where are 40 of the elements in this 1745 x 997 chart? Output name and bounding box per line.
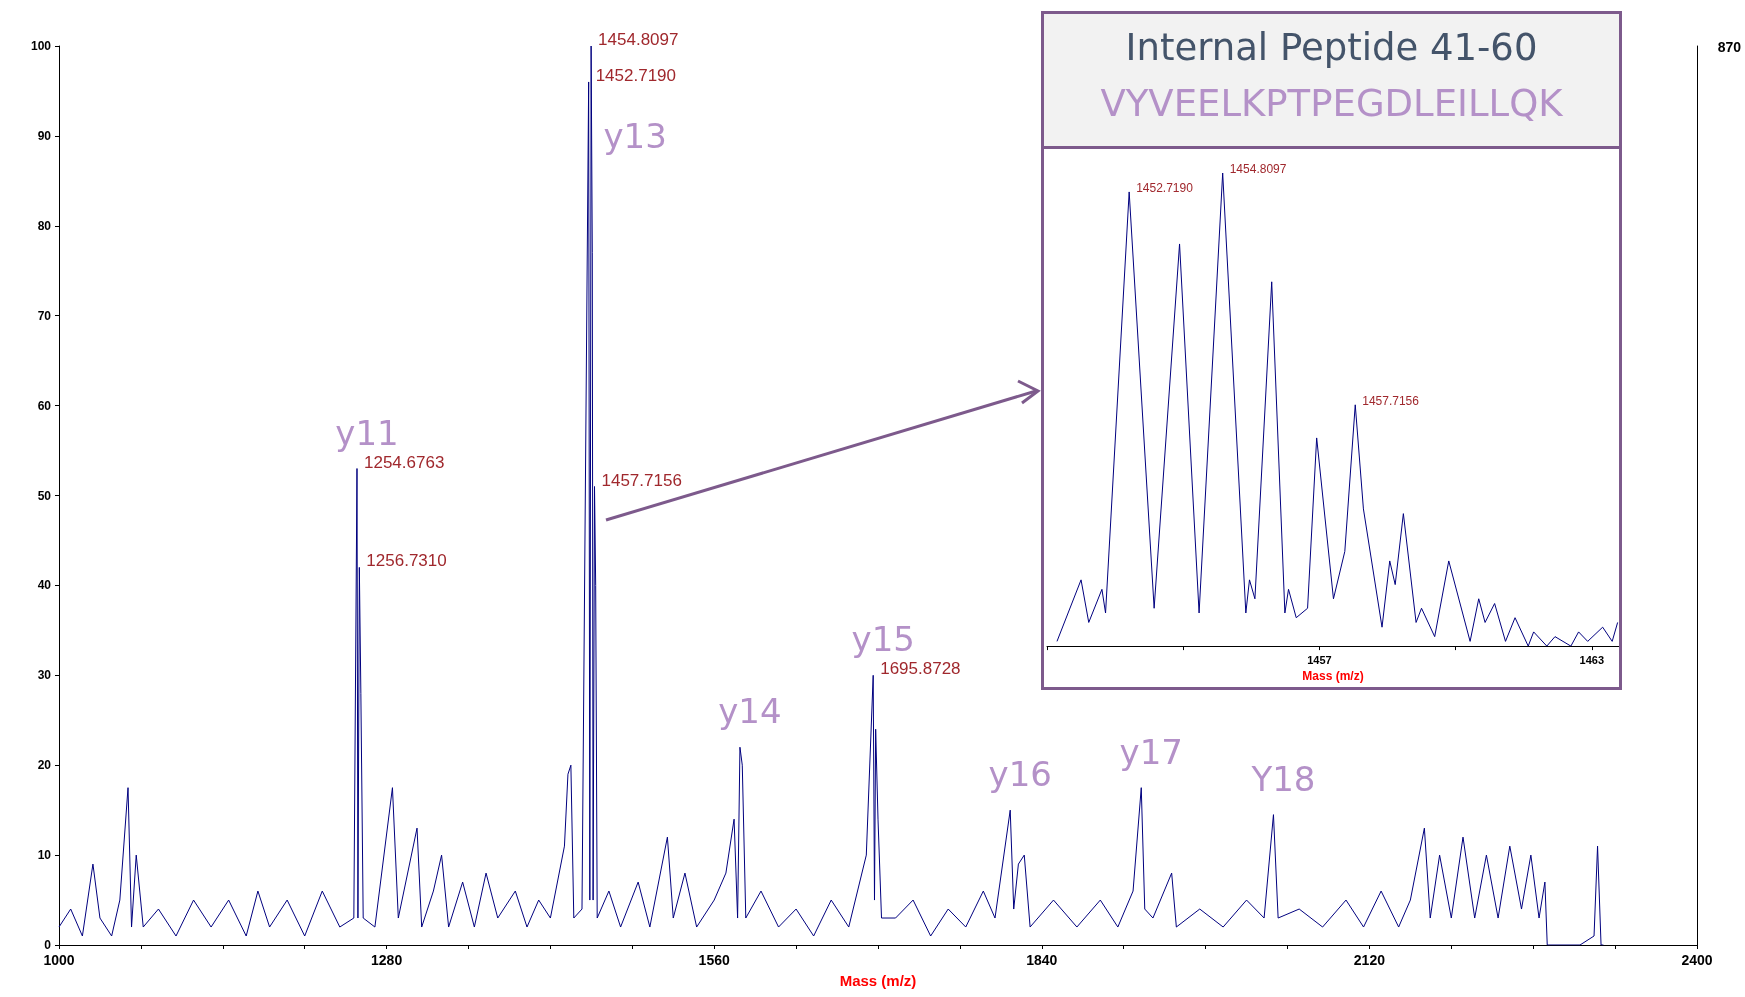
annotation: 1452.7190 bbox=[1136, 180, 1194, 195]
y-tick-label: 100 bbox=[30, 39, 52, 53]
y-tick-label: 20 bbox=[37, 758, 52, 773]
x-tick-label: 1560 bbox=[698, 952, 730, 968]
annotation: Y18 bbox=[1250, 758, 1316, 799]
x-axis-title: Mass (m/z) bbox=[839, 972, 917, 989]
annotation: 1457.7156 bbox=[601, 470, 682, 490]
x-tick-label: 1280 bbox=[371, 952, 403, 968]
annotation: 1256.7310 bbox=[366, 551, 447, 571]
y-tick-label: 0 bbox=[44, 938, 52, 952]
annotation: y13 bbox=[603, 116, 667, 156]
text: 870 bbox=[1717, 39, 1742, 55]
annotation: y17 bbox=[1119, 731, 1183, 772]
y-tick-label: 50 bbox=[37, 488, 52, 503]
y-tick-label: 40 bbox=[37, 578, 52, 593]
y-tick-label: 80 bbox=[37, 218, 52, 233]
annotation: y14 bbox=[718, 691, 782, 732]
x-tick-label: 1000 bbox=[43, 952, 75, 968]
x-tick-label: 1457 bbox=[1307, 653, 1332, 666]
y-tick-label: 60 bbox=[37, 398, 52, 413]
y-tick-label: 10 bbox=[37, 848, 52, 863]
y-tick-label: 90 bbox=[37, 128, 52, 143]
y-tick-label: 70 bbox=[37, 308, 52, 323]
x-tick-label: 1463 bbox=[1579, 653, 1604, 666]
annotation: 1452.7190 bbox=[595, 65, 677, 85]
annotation: 1254.6763 bbox=[364, 452, 445, 472]
annotation: 1454.8097 bbox=[598, 30, 679, 49]
annotation: 1457.7156 bbox=[1362, 393, 1420, 408]
annotation: y16 bbox=[988, 754, 1052, 795]
annotation: y11 bbox=[335, 412, 399, 453]
chart-subtitle: VYVEELKPTPEGDLEILLQK bbox=[1099, 81, 1564, 127]
y-tick-label: 30 bbox=[37, 668, 52, 683]
chart-title: Internal Peptide 41-60 bbox=[1124, 25, 1539, 71]
x-tick-label: 2120 bbox=[1353, 952, 1386, 968]
x-axis-title: Mass (m/z) bbox=[1302, 669, 1364, 683]
annotation: y15 bbox=[851, 619, 915, 660]
x-tick-label: 1840 bbox=[1026, 952, 1058, 968]
annotation: 1695.8728 bbox=[880, 659, 961, 679]
x-tick-label: 2400 bbox=[1681, 952, 1713, 968]
annotation: 1454.8097 bbox=[1229, 162, 1287, 176]
